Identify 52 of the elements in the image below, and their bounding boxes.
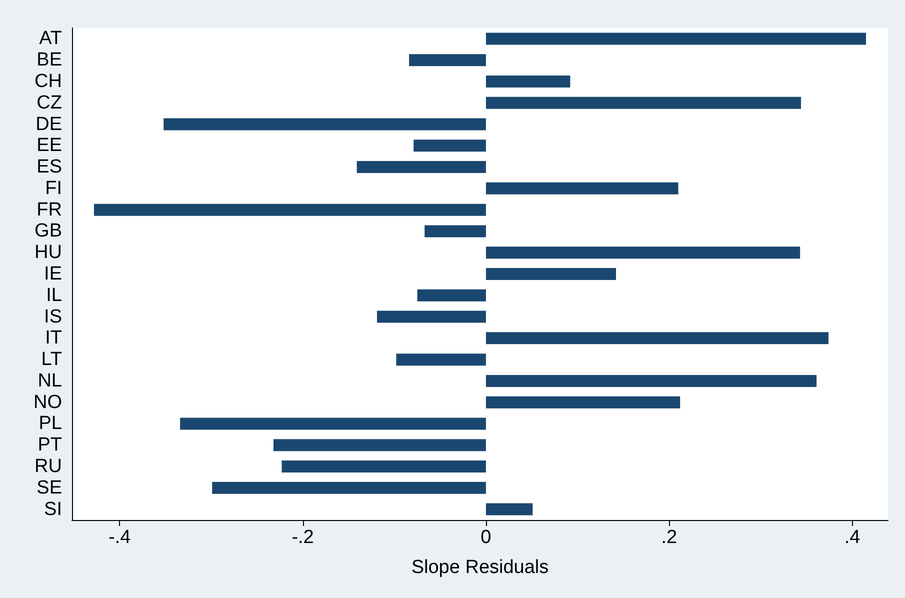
x-tick-label: -.4 — [108, 527, 132, 548]
bar — [486, 503, 533, 516]
x-tick-label: -.2 — [292, 527, 314, 548]
y-tick-label: EE — [36, 135, 62, 156]
bar — [486, 374, 817, 387]
y-tick-label: BE — [36, 50, 62, 71]
bar — [409, 54, 486, 66]
bar — [94, 204, 486, 216]
y-tick-label: AT — [39, 28, 62, 50]
y-tick-label: SE — [36, 477, 62, 498]
bar — [486, 332, 828, 344]
y-tick-label: ES — [36, 156, 62, 178]
y-tick-label: RU — [34, 456, 62, 478]
bar — [273, 439, 486, 452]
bar — [376, 310, 486, 323]
bar — [486, 182, 678, 194]
y-tick-label: GB — [34, 220, 62, 242]
bar — [396, 354, 486, 366]
bar — [486, 396, 680, 408]
bar — [164, 118, 486, 130]
y-tick-label: PT — [38, 434, 62, 456]
y-tick-label: PL — [38, 413, 62, 434]
y-tick-label: DE — [36, 114, 62, 135]
bar — [424, 225, 486, 238]
y-tick-label: NL — [38, 370, 62, 392]
bar — [282, 460, 486, 473]
y-tick-label: IT — [45, 328, 62, 349]
bar — [486, 96, 801, 109]
bar — [180, 418, 486, 430]
bar — [356, 161, 486, 174]
y-tick-label: CH — [34, 70, 62, 92]
bar — [212, 482, 486, 494]
bar — [417, 289, 486, 302]
y-tick-label: SI — [44, 498, 62, 520]
x-tick-label: 0 — [480, 527, 492, 548]
y-tick-label: FI — [45, 178, 62, 199]
x-tick-label: .2 — [661, 527, 678, 548]
y-tick-label: HU — [34, 242, 62, 264]
x-axis-title: Slope Residuals — [411, 557, 549, 578]
bar — [414, 140, 486, 152]
bar — [486, 246, 800, 259]
y-tick-label: IL — [46, 284, 62, 306]
y-tick-label: LT — [41, 349, 62, 370]
y-tick-label: FR — [36, 199, 62, 220]
bar — [486, 32, 866, 45]
y-tick-label: NO — [34, 392, 62, 413]
x-tick-label: .4 — [844, 527, 861, 548]
bar — [486, 268, 616, 280]
y-tick-label: IE — [44, 264, 62, 284]
y-tick-label: IS — [44, 306, 62, 328]
y-tick-label: CZ — [36, 92, 62, 114]
bar — [486, 75, 570, 88]
